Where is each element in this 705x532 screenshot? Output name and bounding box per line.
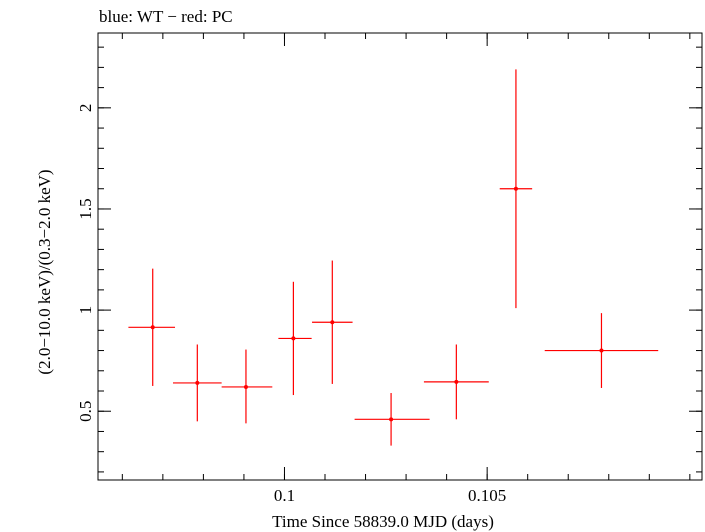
point-marker bbox=[291, 336, 296, 341]
data-point bbox=[128, 268, 176, 386]
y-tick-label: 1 bbox=[76, 306, 95, 315]
data-points bbox=[128, 69, 659, 446]
y-axis-ticks bbox=[98, 46, 702, 473]
data-point bbox=[544, 313, 659, 388]
x-axis-tick-labels: 0.1 0.105 bbox=[274, 486, 506, 505]
data-point bbox=[499, 69, 533, 309]
data-point bbox=[423, 344, 489, 420]
x-axis-ticks bbox=[121, 33, 691, 480]
point-marker bbox=[150, 325, 155, 330]
plot-frame bbox=[97, 32, 703, 481]
data-point bbox=[172, 344, 222, 422]
chart-title: blue: WT − red: PC bbox=[99, 7, 233, 26]
point-marker bbox=[599, 348, 604, 353]
point-marker bbox=[243, 384, 248, 389]
data-point bbox=[312, 260, 353, 384]
data-point bbox=[354, 393, 430, 446]
x-tick-label: 0.105 bbox=[468, 486, 506, 505]
point-marker bbox=[195, 380, 200, 385]
y-axis-tick-labels: 0.5 1 1.5 2 bbox=[76, 104, 95, 422]
x-tick-label: 0.1 bbox=[274, 486, 295, 505]
data-point bbox=[278, 281, 312, 396]
y-tick-label: 1.5 bbox=[76, 198, 95, 219]
y-tick-label: 2 bbox=[76, 104, 95, 113]
point-marker bbox=[389, 417, 394, 422]
y-axis-label: (2.0−10.0 keV)/(0.3−2.0 keV) bbox=[35, 169, 54, 374]
x-axis-label: Time Since 58839.0 MJD (days) bbox=[272, 512, 494, 531]
y-tick-label: 0.5 bbox=[76, 401, 95, 422]
data-point bbox=[221, 349, 273, 424]
point-marker bbox=[454, 379, 459, 384]
point-marker bbox=[513, 186, 518, 191]
point-marker bbox=[330, 320, 335, 325]
